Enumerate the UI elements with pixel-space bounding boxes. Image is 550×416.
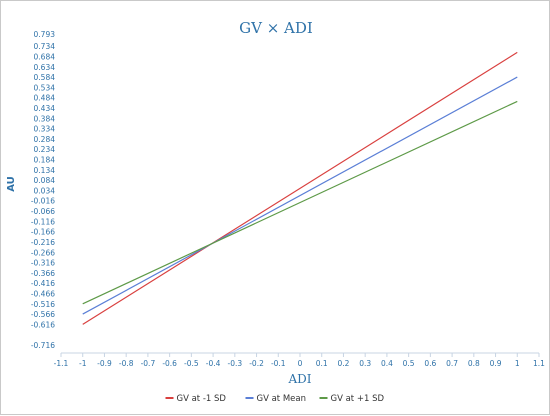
y-tick-label: 0.484 (34, 94, 56, 103)
y-tick-label: 0.793 (34, 30, 56, 39)
x-tick-label: -0.9 (97, 359, 112, 368)
y-tick-label: 0.734 (34, 42, 56, 51)
x-tick-label: 0.6 (424, 359, 436, 368)
x-tick-label: -0.6 (162, 359, 177, 368)
y-tick-label: -0.516 (31, 300, 55, 309)
series-line-2 (82, 76, 518, 315)
x-axis-title: ADI (287, 372, 311, 386)
y-tick-label: 0.234 (34, 145, 56, 154)
x-tick-label: 0.1 (316, 359, 328, 368)
y-tick-label: -0.616 (31, 320, 55, 329)
series-line-3 (82, 100, 518, 305)
y-tick-label: -0.366 (31, 269, 55, 278)
y-tick-label: 0.284 (34, 135, 56, 144)
legend[interactable]: GV at -1 SD GV at Mean GV at +1 SD (165, 394, 385, 404)
y-tick-label: 0.184 (34, 156, 56, 165)
y-tick-label: -0.016 (31, 197, 55, 206)
y-tick-label: -0.166 (31, 228, 55, 237)
x-tick-label: 1.1 (533, 359, 545, 368)
legend-label[interactable]: GV at +1 SD (331, 394, 385, 404)
x-tick-label: 0.5 (403, 359, 415, 368)
x-tick-label: -1.1 (54, 359, 69, 368)
x-tick-label: -0.1 (271, 359, 286, 368)
x-tick-label: -0.5 (184, 359, 199, 368)
chart-title: GV × ADI (239, 19, 313, 37)
x-tick-label: 0.2 (337, 359, 349, 368)
y-tick-label: -0.216 (31, 238, 55, 247)
y-tick-label: -0.566 (31, 310, 55, 319)
x-tick-label: -1 (79, 359, 87, 368)
y-tick-label: 0.384 (34, 114, 56, 123)
y-tick-label: 0.134 (34, 166, 56, 175)
y-tick-label: 0.084 (34, 176, 56, 185)
y-tick-label: 0.034 (34, 186, 56, 195)
x-tick-label: -0.4 (206, 359, 221, 368)
y-tick-label: -0.416 (31, 279, 55, 288)
x-axis-ticks: -1.1 -1 -0.9 -0.8 -0.7 -0.6 -0.5 -0.4 -0.3 -0.2 -0… (54, 353, 545, 368)
x-tick-label: 0.3 (359, 359, 371, 368)
y-tick-label: 0.534 (34, 83, 56, 92)
x-tick-label: 0.8 (468, 359, 480, 368)
y-axis-title: AU (6, 176, 17, 192)
y-tick-label: 0.334 (34, 125, 56, 134)
x-tick-label: 0.9 (490, 359, 502, 368)
y-tick-label: -0.716 (31, 341, 55, 350)
y-tick-label: -0.466 (31, 289, 55, 298)
x-tick-label: 1 (515, 359, 520, 368)
x-tick-label: 0.7 (446, 359, 458, 368)
x-tick-label: 0 (298, 359, 303, 368)
x-tick-label: -0.7 (141, 359, 156, 368)
series-line-1 (82, 51, 518, 325)
y-tick-label: 0.684 (34, 52, 56, 61)
y-tick-label: -0.316 (31, 259, 55, 268)
x-tick-label: -0.3 (227, 359, 242, 368)
y-tick-label: 0.434 (34, 104, 56, 113)
y-tick-label: -0.066 (31, 207, 55, 216)
x-tick-label: -0.2 (249, 359, 264, 368)
x-tick-label: 0.4 (381, 359, 393, 368)
y-tick-label: 0.584 (34, 73, 56, 82)
series-lines (82, 51, 518, 325)
y-tick-label: -0.266 (31, 248, 55, 257)
legend-label[interactable]: GV at -1 SD (177, 394, 227, 404)
legend-label[interactable]: GV at Mean (257, 394, 307, 404)
y-tick-label: 0.634 (34, 63, 56, 72)
x-tick-label: -0.8 (119, 359, 134, 368)
y-tick-label: -0.116 (31, 217, 55, 226)
